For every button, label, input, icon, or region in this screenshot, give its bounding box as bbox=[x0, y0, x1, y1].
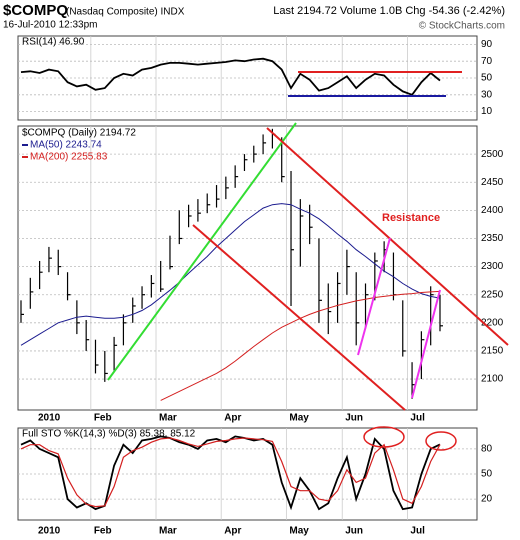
line bbox=[20, 57, 441, 96]
y-tick-label: 80 bbox=[481, 444, 493, 455]
quote: Last 2194.72 Volume 1.0B Chg -54.36 (-2.… bbox=[273, 5, 505, 17]
line bbox=[20, 437, 441, 508]
x-tick-label: Apr bbox=[224, 413, 241, 424]
x-tick-label: Apr bbox=[224, 526, 241, 537]
index-name: (Nasdaq Composite) INDX bbox=[66, 7, 185, 18]
panel-title: $COMPQ (Daily) 2194.72 bbox=[22, 128, 136, 139]
panel-title: RSI(14) 46.90 bbox=[22, 37, 85, 48]
date: 16-Jul-2010 12:33pm bbox=[3, 20, 98, 31]
trendline bbox=[107, 122, 297, 381]
trendline bbox=[266, 127, 509, 346]
y-tick-label: 50 bbox=[481, 469, 493, 480]
y-tick-label: 70 bbox=[481, 56, 493, 67]
x-tick-label: Jun bbox=[345, 526, 363, 537]
legend-label: MA(50) 2243.74 bbox=[30, 140, 102, 151]
plots: 10 30 50 70 90 RSI(14) 46.90 2100 2150 2200 2250 2… bbox=[17, 35, 504, 537]
moving-average bbox=[20, 203, 441, 346]
y-tick-label: 2500 bbox=[481, 149, 504, 160]
y-tick-label: 2300 bbox=[481, 261, 504, 272]
moving-average bbox=[160, 290, 441, 401]
x-tick-label: Jul bbox=[410, 526, 425, 537]
highlight bbox=[363, 426, 405, 448]
panel-title: Full STO %K(14,3) %D(3) 85.38, 85.12 bbox=[22, 429, 196, 440]
highlight bbox=[425, 431, 457, 451]
y-tick-label: 90 bbox=[481, 39, 493, 50]
x-tick-label: May bbox=[289, 526, 309, 537]
x-tick-label: 2010 bbox=[38, 526, 61, 537]
panel-frame bbox=[17, 125, 478, 411]
x-tick-label: Jul bbox=[410, 413, 425, 424]
x-tick-label: Jun bbox=[345, 413, 363, 424]
y-tick-label: 2250 bbox=[481, 289, 504, 300]
x-tick-label: May bbox=[289, 413, 309, 424]
drawings: Resistance bbox=[107, 71, 509, 451]
symbol: $COMPQ bbox=[3, 2, 68, 19]
y-tick-label: 2200 bbox=[481, 317, 504, 328]
source: © StockCharts.com bbox=[419, 21, 505, 32]
trendline bbox=[357, 237, 391, 356]
trendline bbox=[192, 224, 406, 411]
line bbox=[20, 435, 441, 511]
y-tick-label: 10 bbox=[481, 106, 493, 117]
y-tick-label: 2100 bbox=[481, 374, 504, 385]
y-tick-label: 2350 bbox=[481, 233, 504, 244]
y-tick-label: 2150 bbox=[481, 346, 504, 357]
x-tick-label: Feb bbox=[94, 526, 112, 537]
legend-label: MA(200) 2255.83 bbox=[30, 152, 108, 163]
y-tick-label: 50 bbox=[481, 73, 493, 84]
x-tick-label: Mar bbox=[159, 413, 177, 424]
annotation: Resistance bbox=[382, 212, 440, 224]
x-tick-label: Feb bbox=[94, 413, 112, 424]
y-tick-label: 2400 bbox=[481, 205, 504, 216]
y-tick-label: 20 bbox=[481, 494, 493, 505]
x-tick-label: Mar bbox=[159, 526, 177, 537]
y-tick-label: 2450 bbox=[481, 177, 504, 188]
trendline bbox=[411, 289, 441, 399]
x-tick-label: 2010 bbox=[38, 413, 61, 424]
y-tick-label: 30 bbox=[481, 89, 493, 100]
